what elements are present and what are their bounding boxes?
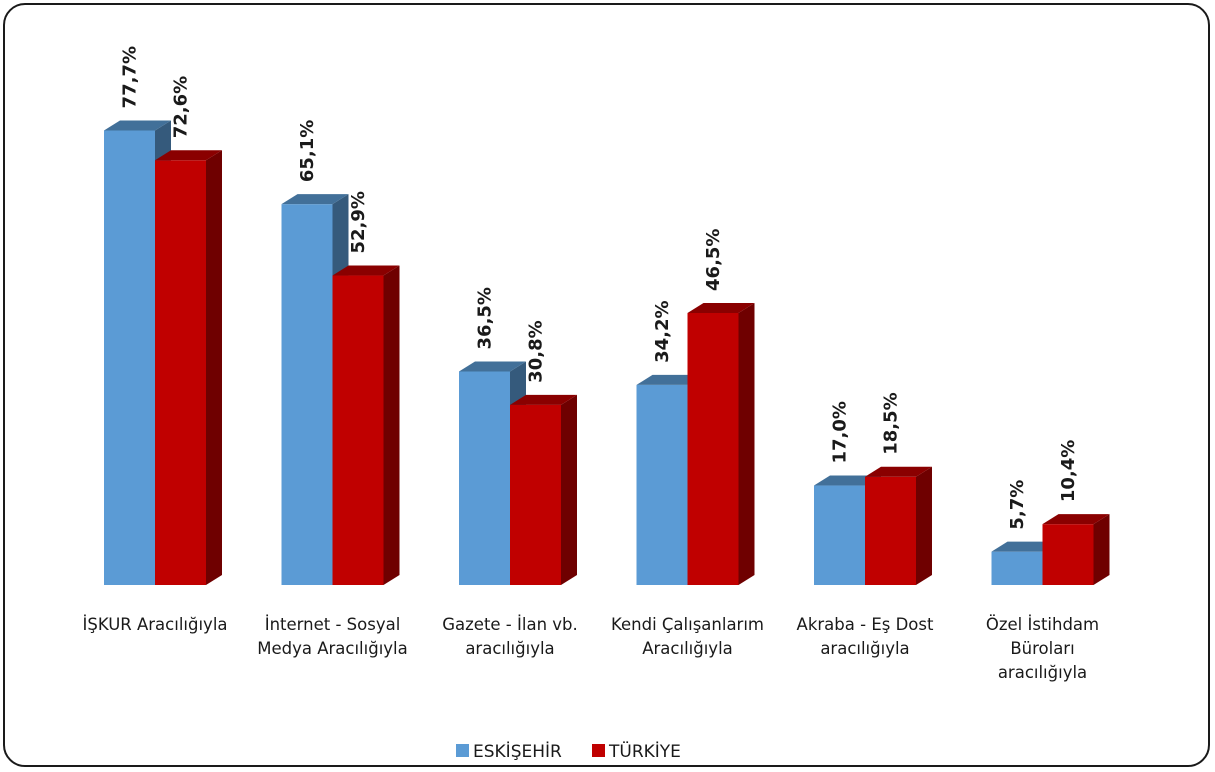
bar-top-0-0 (104, 120, 171, 131)
bar-top-0-1 (281, 194, 349, 205)
legend-label-0: ESKİŞEHİR (473, 741, 562, 762)
bar-0-1 (281, 204, 333, 586)
category-label-1: İnternet - Sosyal Medya Aracılığıyla (257, 615, 408, 658)
data-label-0-2: 36,5% (475, 287, 496, 349)
data-label-0-0: 77,7% (120, 46, 141, 108)
bar-side-1-0 (206, 150, 222, 586)
data-label-1-0: 72,6% (171, 76, 192, 138)
bar-0-5 (991, 551, 1043, 585)
bar-side-1-3 (738, 302, 755, 585)
bar-side-1-4 (916, 466, 932, 585)
data-label-0-3: 34,2% (652, 300, 673, 362)
bar-1-1 (332, 275, 384, 585)
data-label-1-2: 30,8% (526, 320, 547, 382)
category-label-2: Gazete - İlan vb. aracılığıyla (442, 615, 578, 658)
category-label-3: Kendi Çalışanlarım Aracılığıyla (611, 615, 764, 658)
bar-top-1-2 (510, 394, 577, 405)
data-label-0-1: 65,1% (297, 120, 318, 182)
data-label-1-3: 46,5% (703, 229, 724, 291)
legend-label-1: TÜRKİYE (608, 740, 681, 762)
bar-top-0-4 (814, 475, 881, 486)
bar-top-1-3 (687, 302, 755, 313)
category-label-5: Özel İstihdam Büroları aracılığıyla (986, 615, 1099, 682)
bar-1-3 (687, 312, 739, 585)
bar-top-0-2 (459, 361, 526, 372)
bar-0-3 (636, 384, 688, 585)
data-label-1-1: 52,9% (348, 191, 369, 253)
bar-1-4 (865, 476, 916, 585)
bar-side-1-1 (383, 265, 400, 585)
bar-side-1-2 (561, 394, 577, 585)
bar-1-5 (1042, 524, 1094, 585)
data-label-0-5: 5,7% (1007, 480, 1028, 530)
bar-top-1-5 (1042, 514, 1110, 525)
bar-1-2 (510, 404, 561, 585)
legend-swatch-0 (456, 744, 469, 757)
bar-0-2 (459, 371, 510, 585)
data-label-1-5: 10,4% (1058, 440, 1079, 502)
bar-top-1-0 (155, 150, 222, 161)
category-label-4: Akraba - Eş Dost aracılığıyla (797, 615, 934, 658)
data-label-1-4: 18,5% (881, 392, 902, 454)
bar-top-0-3 (636, 374, 704, 385)
bar-0-4 (814, 485, 865, 585)
bar-top-1-1 (332, 265, 400, 276)
data-label-0-4: 17,0% (830, 401, 851, 463)
bar-top-1-4 (865, 466, 932, 477)
category-label-0: İŞKUR Aracılığıyla (82, 615, 227, 634)
bar-0-0 (104, 130, 155, 585)
bar-side-1-5 (1093, 514, 1110, 585)
legend-swatch-1 (592, 744, 605, 757)
bar-top-0-5 (991, 541, 1059, 552)
bar-1-0 (155, 160, 206, 586)
